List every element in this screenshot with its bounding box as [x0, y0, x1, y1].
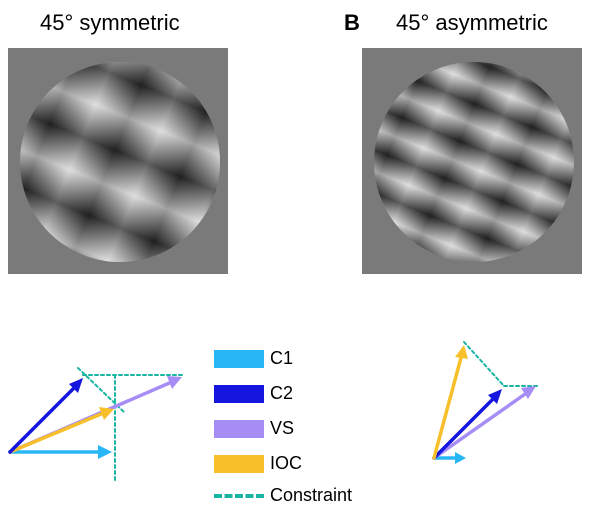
- c2-arrow: [8, 383, 79, 454]
- legend-swatch-vs: [214, 420, 264, 438]
- ioc-arrow: [8, 410, 108, 454]
- legend-item-vs: VS: [214, 418, 414, 442]
- legend-item-ioc: IOC: [214, 453, 414, 477]
- legend-item-constraint: Constraint: [214, 485, 414, 509]
- legend-label-c2: C2: [270, 383, 294, 403]
- vector-diagram-asymmetric: [432, 341, 539, 464]
- plaid-symmetric-stimulus: [8, 48, 228, 274]
- legend-item-c1: C1: [214, 348, 414, 372]
- legend-item-c2: C2: [214, 383, 414, 407]
- legend-label-ioc: IOC: [270, 453, 303, 473]
- vector-diagram-symmetric: [8, 367, 183, 484]
- panel-b-letter: B: [344, 10, 360, 35]
- vs-arrow-b: [432, 390, 530, 460]
- legend-label-c1: C1: [270, 348, 294, 368]
- legend-label-constraint: Constraint: [270, 485, 353, 505]
- legend-swatch-constraint: [214, 494, 264, 498]
- panel-a-title: 45° symmetric: [40, 10, 180, 35]
- constraint-line-b1: [463, 341, 505, 387]
- plaid-asymmetric-stimulus: [362, 48, 582, 274]
- ioc-arrow-b: [432, 352, 464, 460]
- legend-swatch-ioc: [214, 455, 264, 473]
- legend-label-vs: VS: [270, 418, 295, 438]
- c2-arrow-b: [432, 394, 498, 460]
- legend-swatch-c2: [214, 385, 264, 403]
- panel-b-title: 45° asymmetric: [396, 10, 548, 35]
- legend-swatch-c1: [214, 350, 264, 368]
